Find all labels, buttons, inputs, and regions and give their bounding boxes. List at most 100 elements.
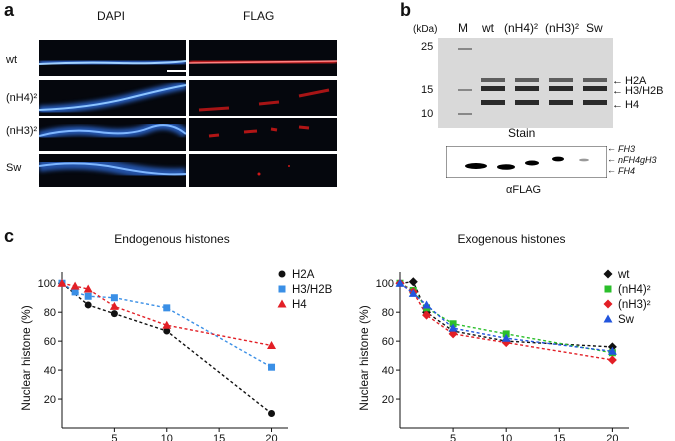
mw-25: 25 [421,41,434,53]
chart-title: Exogenous histones [457,232,565,246]
flag-image-wt [189,40,337,76]
data-point [448,329,458,339]
y-tick-label: 60 [44,336,56,348]
dapi-header: DAPI [97,9,126,23]
flag-band-fh3: FH3 [618,144,636,154]
panel-a-letter: a [4,0,15,20]
endogenous-chart: Endogenous histones204060801005101520Pro… [19,232,333,441]
series-0 [58,279,276,418]
data-point [422,310,432,320]
data-point [110,310,118,318]
y-tick-label: 100 [38,278,56,290]
data-point [57,278,67,287]
data-point [70,281,80,290]
series-line [61,282,272,415]
x-tick-label: 10 [161,433,173,441]
y-tick-label: 40 [382,365,394,377]
series-2 [395,278,617,365]
data-point [71,288,79,296]
data-point [110,294,118,302]
lane-label-sw: Sw [586,21,603,35]
flag-image-nh4 [189,80,337,116]
band-label-h2a: H2A [625,75,647,87]
band-arrow-h2a: ← [612,75,623,87]
dapi-image-nh4 [39,80,186,116]
lane-label-nh3: (nH3)² [545,21,580,35]
row-label-sw: Sw [6,162,22,174]
band-label-h3h2b: H3/H2B [625,85,664,97]
data-point [268,363,276,371]
data-point [607,346,617,355]
x-tick-label: 10 [500,433,512,441]
x-tick-label: 15 [553,433,565,441]
data-point [501,333,511,342]
data-point [408,288,418,297]
flag-image-nh3 [189,118,337,151]
data-point [84,301,92,309]
legend-marker [603,269,613,279]
exogenous-chart: Exogenous histones204060801005101520Prot… [357,232,651,441]
legend-marker [604,285,612,293]
dapi-image-wt [39,40,186,76]
row-label-wt: wt [6,54,17,66]
kda-unit: (kDa) [413,24,438,35]
flag-blot [446,146,607,178]
lane-label-m: M [458,21,468,35]
series-2 [57,278,277,349]
flag-label: αFLAG [506,184,542,196]
data-point [83,284,93,293]
data-point [395,278,405,287]
legend-label: H3/H2B [292,284,333,296]
data-point [607,355,617,365]
series-line [399,282,613,361]
flag-header: FLAG [243,9,275,23]
data-point [422,300,432,309]
y-tick-label: 20 [44,394,56,406]
row-label-nh3: (nH3)² [6,125,38,137]
band-arrow-h4: ← [612,99,623,111]
dapi-image-nh3 [39,118,186,151]
data-point [163,304,171,312]
stain-gel [438,38,613,128]
legend-marker [278,270,286,278]
band-label-h4: H4 [625,99,640,111]
legend-label: (nH4)² [618,284,651,296]
x-tick-label: 5 [450,433,456,441]
lane-label-wt: wt [482,21,494,35]
lane-label-nh4: (nH4)² [504,21,539,35]
dapi-image-sw [39,154,186,187]
flag-arrow-fh3: ← [607,143,616,153]
series-line [61,282,272,347]
series-line [399,282,613,352]
flag-arrow-fh4: ← [607,165,616,175]
data-point [162,320,172,329]
legend-label: H2A [292,269,315,281]
legend-marker [603,299,613,309]
y-tick-label: 60 [382,336,394,348]
row-label-nh4: (nH4)² [6,92,38,104]
data-point [267,340,277,349]
panel-b-letter: b [400,0,411,20]
mw-10: 10 [421,108,434,120]
flag-band-fh4: FH4 [618,166,636,176]
legend-marker [603,314,613,323]
x-tick-label: 15 [213,433,225,441]
x-tick-label: 20 [606,433,618,441]
y-axis-label: Nuclear histone (%) [357,305,371,410]
flag-band-nfh4gh3: nFH4gH3 [618,155,657,165]
data-point [448,323,458,332]
series-3 [395,278,617,355]
data-point [163,327,171,335]
legend-label: (nH3)² [618,299,651,311]
legend-marker [278,285,286,293]
data-point [408,277,418,287]
legend-label: Sw [618,314,635,326]
legend-label: H4 [292,299,307,311]
legend-label: wt [617,269,630,281]
band-arrow-h3h2b: ← [612,85,623,97]
data-point [84,292,92,300]
y-tick-label: 80 [44,307,56,319]
x-tick-label: 5 [111,433,117,441]
mw-15: 15 [421,84,434,96]
y-tick-label: 100 [376,278,394,290]
